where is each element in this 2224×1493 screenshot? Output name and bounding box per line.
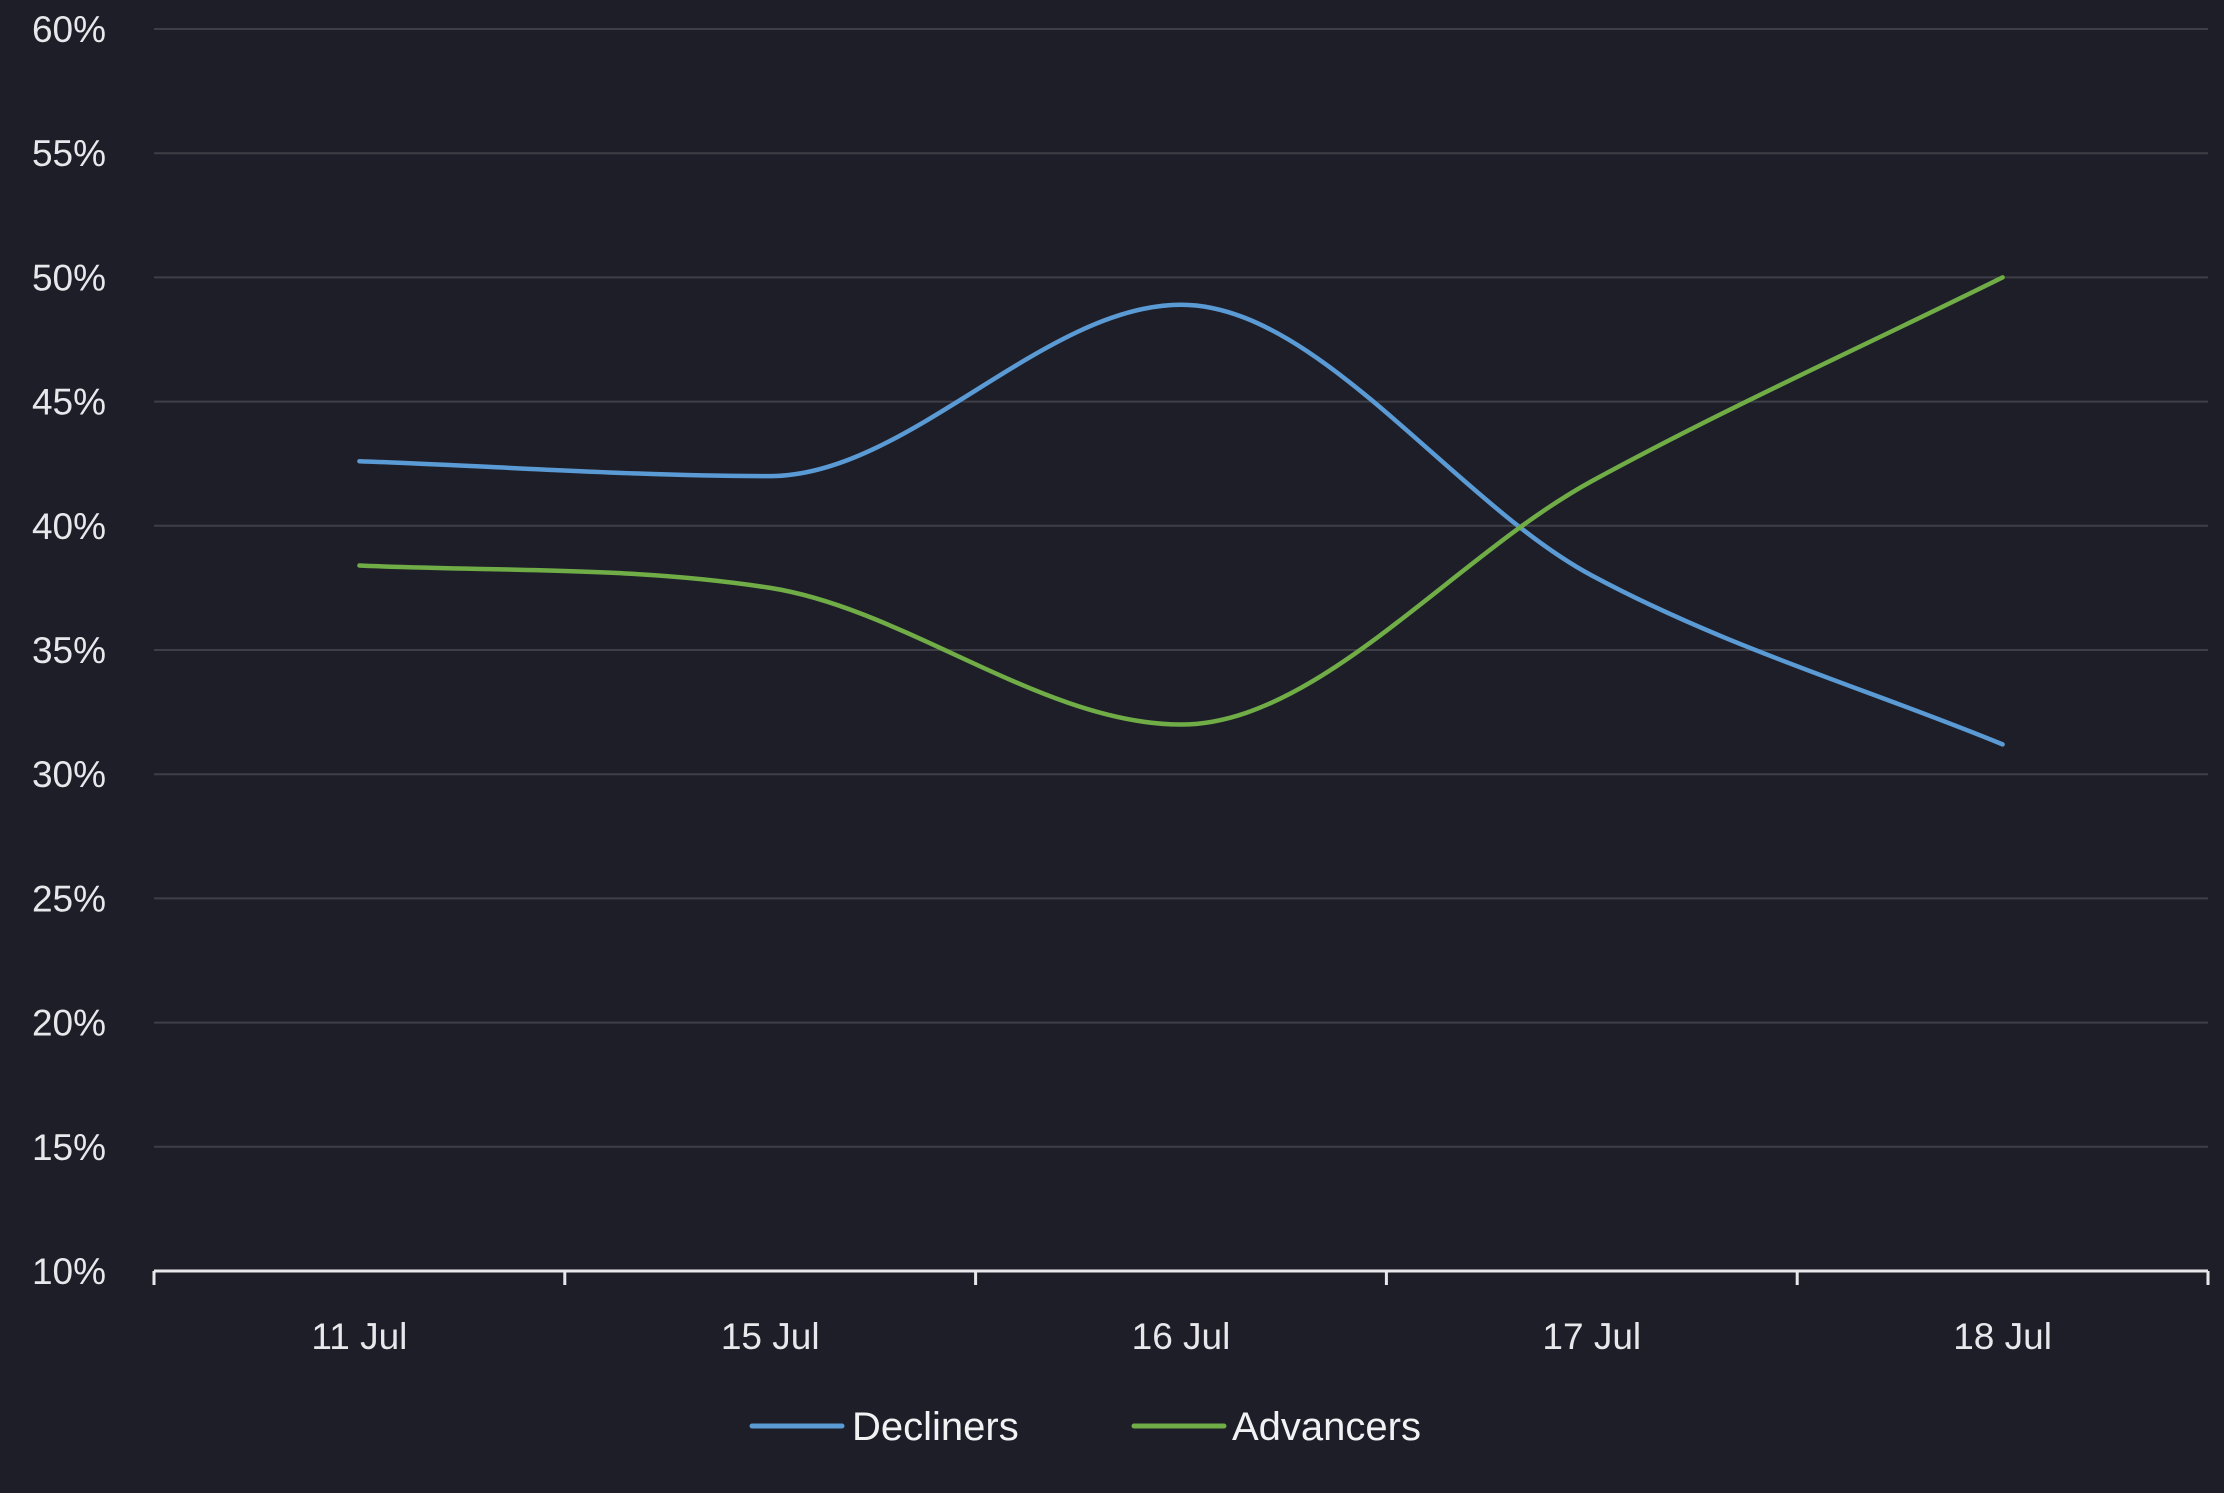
y-tick-label: 55%: [32, 133, 106, 174]
x-tick-label: 17 Jul: [1542, 1316, 1641, 1357]
y-tick-label: 40%: [32, 506, 106, 547]
series-line-decliners[interactable]: [357, 302, 2005, 747]
y-tick-label: 30%: [32, 754, 106, 795]
series-line-advancers[interactable]: [357, 275, 2005, 727]
gridlines: [154, 28, 2208, 1148]
legend[interactable]: Decliners Advancers: [749, 1405, 1421, 1449]
y-tick-label: 10%: [32, 1251, 106, 1292]
y-tick-label: 35%: [32, 630, 106, 671]
y-tick-label: 60%: [32, 9, 106, 50]
legend-label: Advancers: [1232, 1405, 1421, 1449]
y-tick-label: 45%: [32, 382, 106, 423]
legend-label: Decliners: [852, 1405, 1019, 1449]
legend-item-advancers[interactable]: Advancers: [1131, 1405, 1421, 1449]
y-tick-label: 50%: [32, 257, 106, 298]
x-tick-label: 18 Jul: [1953, 1316, 2052, 1357]
series-lines: [357, 275, 2005, 747]
x-axis: 11 Jul 15 Jul 16 Jul 17 Jul 18 Jul: [152, 1269, 2210, 1357]
legend-item-decliners[interactable]: Decliners: [749, 1405, 1019, 1449]
y-tick-label: 15%: [32, 1127, 106, 1168]
y-tick-label: 20%: [32, 1003, 106, 1044]
y-tick-label: 25%: [32, 878, 106, 919]
x-tick-label: 16 Jul: [1132, 1316, 1231, 1357]
y-axis-labels: 10% 15% 20% 25% 30% 35% 40% 45% 50% 55% 60%: [32, 9, 106, 1292]
x-tick-label: 11 Jul: [311, 1316, 407, 1357]
x-tick-label: 15 Jul: [721, 1316, 820, 1357]
